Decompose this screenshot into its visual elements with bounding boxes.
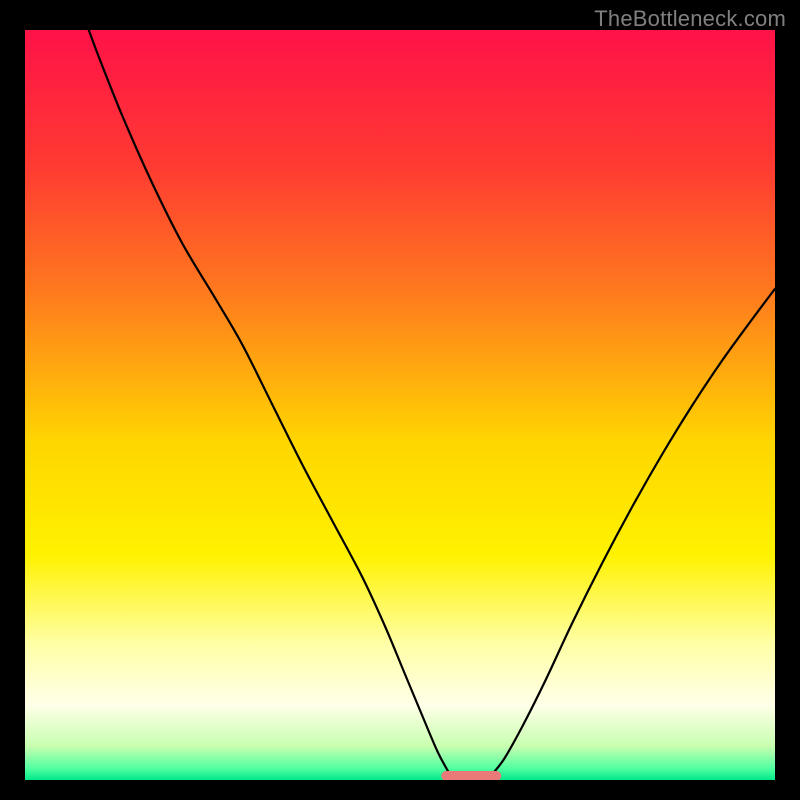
watermark-text: TheBottleneck.com — [594, 6, 786, 32]
gradient-background — [25, 30, 775, 780]
figure-root: TheBottleneck.com — [0, 0, 800, 800]
bottleneck-marker — [441, 771, 501, 780]
plot-area — [25, 30, 775, 780]
bottleneck-chart — [25, 30, 775, 780]
